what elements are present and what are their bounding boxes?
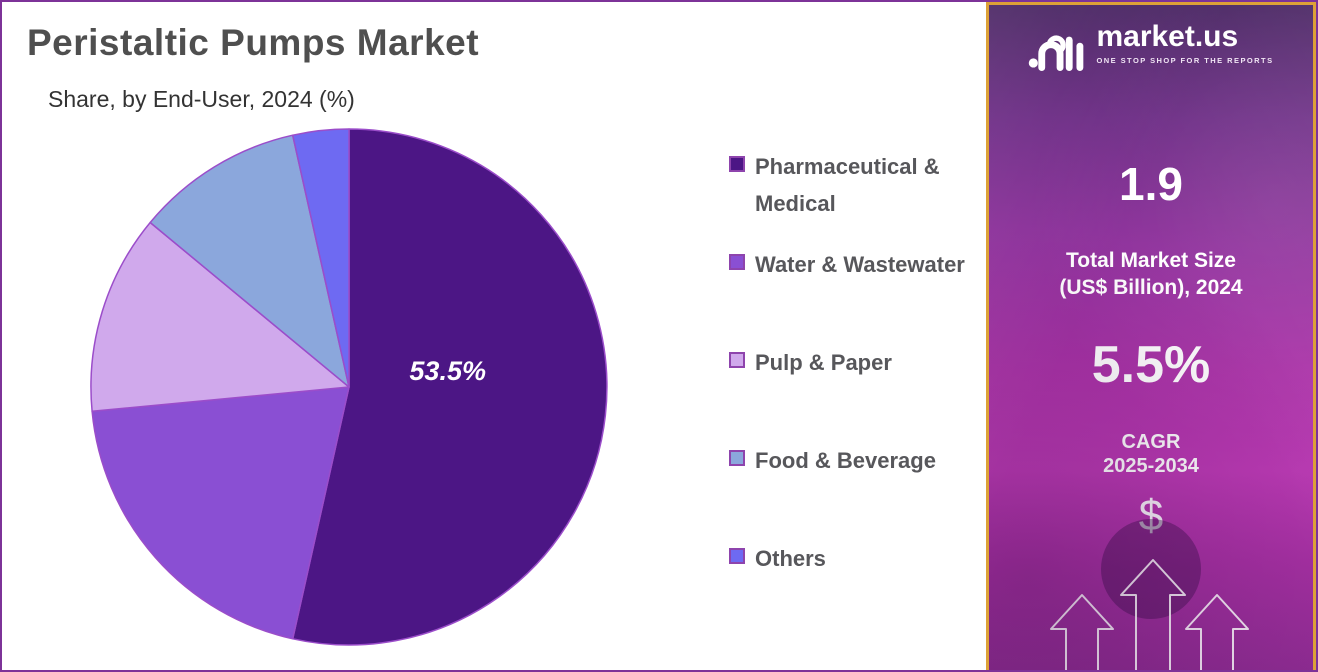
legend: Pharmaceutical & Medical Water & Wastewat… [729,149,974,649]
legend-item-food-beverage: Food & Beverage [729,443,965,480]
legend-label: Others [755,546,826,571]
legend-label: Food & Beverage [755,448,936,473]
logo-text: market.us [1096,20,1239,53]
pie-chart: 53.5% [90,128,608,646]
market-us-logo: market.us ONE STOP SHOP FOR THE REPORTS [989,21,1313,74]
legend-item-pharmaceutical-medical: Pharmaceutical & Medical [729,149,965,222]
legend-item-others: Others [729,541,965,578]
legend-item-water-wastewater: Water & Wastewater [729,247,965,284]
pie-slice-food-beverage [149,134,350,388]
market-size-label-line2: (US$ Billion), 2024 [1059,276,1243,300]
pie-slice-pharmaceutical-medical [291,128,608,646]
cagr-value: 5.5% [1091,336,1211,394]
legend-swatch-icon [729,156,745,172]
up-arrow-icon [1120,559,1186,670]
market-size-value: 1.9 [1119,158,1183,210]
legend-swatch-icon [729,450,745,466]
legend-swatch-icon [729,254,745,270]
market-size-label: Total Market Size (US$ Billion), 2024 [989,247,1313,302]
up-arrow-icon [1185,594,1249,670]
cagr-label-line2: 2025-2034 [1103,455,1199,478]
legend-label: Pulp & Paper [755,350,892,375]
logo-text-block: market.us ONE STOP SHOP FOR THE REPORTS [1096,21,1273,65]
pie-data-label: 53.5% [409,356,486,386]
logo-tagline: ONE STOP SHOP FOR THE REPORTS [1096,55,1274,65]
up-arrow-icon [1050,594,1114,670]
chart-subtitle: Share, by End-User, 2024 (%) [48,86,355,112]
pie-slice-water-wastewater [91,386,350,640]
photo-circle-decoration [1101,519,1201,619]
legend-label: Water & Wastewater [755,252,965,277]
pie-slice-others [291,128,350,388]
sidebar: market.us ONE STOP SHOP FOR THE REPORTS … [986,2,1316,670]
growth-arrows-icon [1050,559,1249,670]
legend-swatch-icon [729,548,745,564]
market-size-label-line1: Total Market Size [1066,249,1236,272]
legend-label: Pharmaceutical & Medical [755,154,940,216]
cagr-label-line1: CAGR [1121,431,1181,453]
market-us-logo-icon [1029,35,1084,71]
pie-slice-pulp-paper [90,221,350,413]
legend-swatch-icon [729,352,745,368]
page-title: Peristaltic Pumps Market [27,22,480,63]
dollar-icon: $ [1138,491,1164,540]
cagr-label: CAGR 2025-2034 [989,430,1313,479]
chart-panel: Peristaltic Pumps Market Share, by End-U… [2,2,986,670]
legend-item-pulp-paper: Pulp & Paper [729,345,965,382]
